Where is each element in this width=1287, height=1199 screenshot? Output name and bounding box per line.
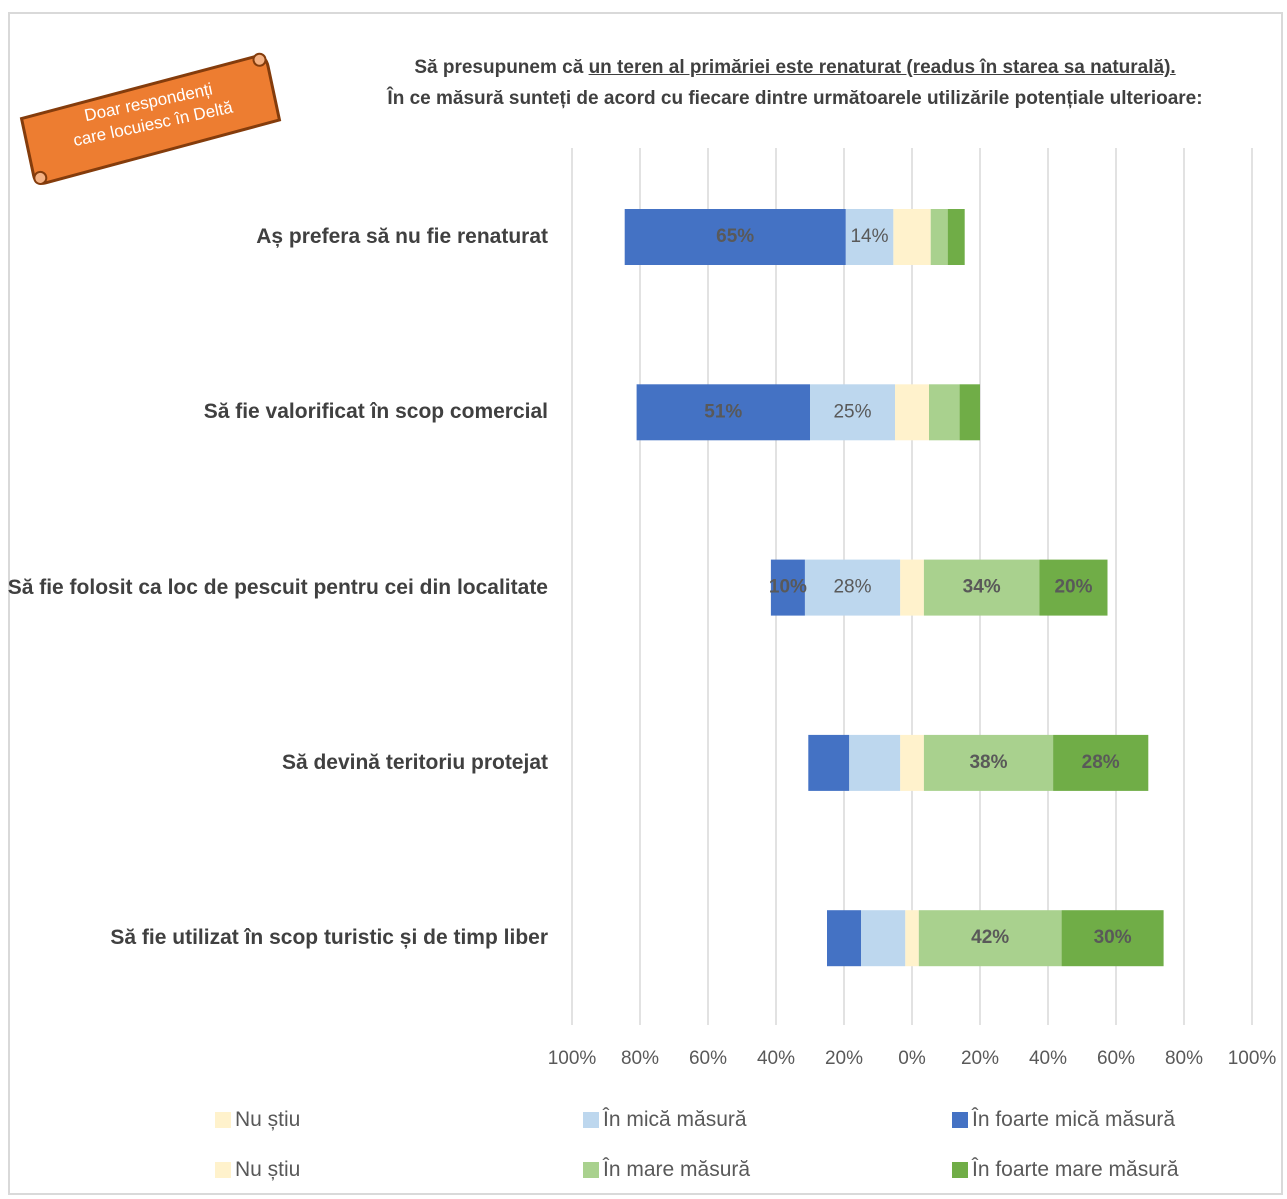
bar-segment [804, 559, 901, 616]
x-tick-label: 100% [548, 1048, 597, 1069]
bar-segment [929, 384, 960, 441]
title-rest: În ce măsură sunteți de acord cu fiecare… [387, 88, 1203, 109]
x-tick-label: 20% [961, 1048, 999, 1069]
bar-segment [959, 384, 980, 441]
banner: Doar respondenți care locuiesc în Deltă [6, 35, 293, 199]
legend-label: În foarte mică măsură [972, 1108, 1176, 1131]
legend-swatch [583, 1112, 599, 1128]
bar-segment [624, 209, 846, 265]
category-text: Să fie folosit ca loc de pescuit pentru … [7, 575, 548, 599]
data-label: 51% [704, 401, 742, 422]
category-label: Să fie utilizat în scop turistic și de t… [0, 923, 548, 953]
bar-segment [827, 910, 861, 967]
bar-segment [918, 910, 1062, 967]
legend-item: În mare măsură [583, 1158, 750, 1182]
legend-label: Nu știu [235, 1158, 301, 1181]
banner-shape [19, 52, 282, 185]
x-tick-label: 40% [757, 1048, 795, 1069]
bar-segment [900, 734, 912, 791]
x-tick-label: 40% [1029, 1048, 1067, 1069]
bar-segment [636, 384, 810, 441]
bar-segment [912, 910, 919, 967]
x-tick-label: 20% [825, 1048, 863, 1069]
legend-label: În mare măsură [603, 1158, 751, 1181]
category-text: Aș prefera să nu fie renaturat [256, 225, 548, 248]
bar-segment [912, 384, 929, 441]
legend-label: În foarte mare măsură [972, 1158, 1179, 1181]
bar-segment [947, 209, 965, 265]
bar-segment [905, 910, 912, 967]
chart-title: Să presupunem că un teren al primăriei e… [298, 52, 1287, 114]
legend-item: În foarte mare măsură [952, 1158, 1179, 1182]
bar-segment [845, 209, 894, 265]
data-label: 28% [833, 577, 871, 598]
category-text: Să fie utilizat în scop turistic și de t… [110, 926, 548, 950]
bar-segment [912, 734, 924, 791]
legend-swatch [215, 1162, 231, 1178]
legend-swatch [952, 1112, 968, 1128]
data-label: 28% [1082, 752, 1120, 773]
x-tick-label: 80% [1165, 1048, 1203, 1069]
legend-swatch [215, 1112, 231, 1128]
legend-swatch [952, 1162, 968, 1178]
category-label: Să devină teritoriu protejat [0, 748, 548, 778]
bar-segment [808, 734, 850, 791]
bar-segment [912, 209, 931, 265]
bar-segment [912, 559, 924, 616]
x-tick-label: 60% [1097, 1048, 1135, 1069]
legend-label: În mică măsură [603, 1108, 747, 1131]
data-label: 34% [963, 577, 1001, 598]
legend-label: Nu știu [235, 1108, 301, 1131]
legend-item: Nu știu [215, 1158, 300, 1182]
bar-segment [1039, 559, 1108, 616]
bar-segment [900, 559, 912, 616]
category-label: Să fie valorificat în scop comercial [0, 397, 548, 427]
category-text: Să devină teritoriu protejat [281, 750, 548, 774]
category-label: Să fie folosit ca loc de pescuit pentru … [0, 573, 548, 603]
data-label: 10% [769, 577, 807, 598]
legend-item: În mică măsură [583, 1108, 747, 1132]
data-label: 42% [971, 927, 1009, 948]
legend-item: În foarte mică măsură [952, 1108, 1175, 1132]
title-underlined: un teren al primăriei este renaturat (re… [588, 57, 1176, 78]
data-label: 14% [850, 226, 888, 247]
bar-segment [1061, 910, 1164, 967]
title-text: Să presupunem că [414, 57, 584, 78]
legend-swatch [583, 1162, 599, 1178]
bar-segment [770, 559, 805, 616]
x-tick-label: 100% [1228, 1048, 1277, 1069]
legend-item: Nu știu [215, 1108, 300, 1132]
bar-segment [930, 209, 948, 265]
data-label: 25% [833, 401, 871, 422]
x-tick-label: 80% [621, 1048, 659, 1069]
x-tick-label: 0% [898, 1048, 926, 1069]
data-label: 30% [1094, 927, 1132, 948]
bar-segment [923, 734, 1054, 791]
data-label: 20% [1054, 577, 1092, 598]
bar-segment [895, 384, 912, 441]
bar-segment [923, 559, 1040, 616]
x-tick-label: 60% [689, 1048, 727, 1069]
data-label: 65% [716, 226, 754, 247]
bar-segment [861, 910, 906, 967]
category-label: Aș prefera să nu fie renaturat [0, 222, 548, 252]
chart-frame [8, 12, 1283, 1195]
bar-segment [810, 384, 895, 441]
bar-segment [893, 209, 912, 265]
bar-segment [1053, 734, 1149, 791]
data-label: 38% [969, 752, 1007, 773]
category-text: Să fie valorificat în scop comercial [203, 400, 548, 424]
bar-segment [849, 734, 901, 791]
